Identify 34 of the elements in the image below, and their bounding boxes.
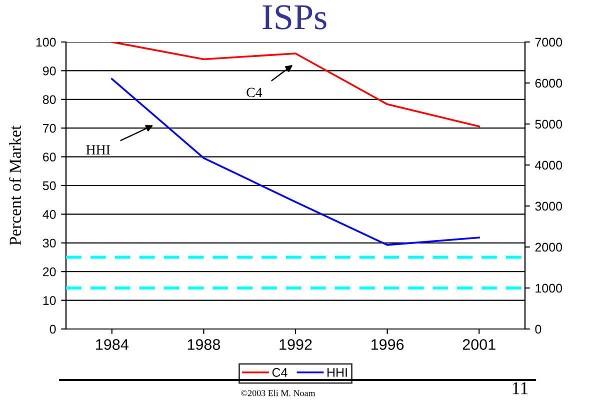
y-tick-label: 50 xyxy=(42,181,56,190)
y2-tick-label: 1000 xyxy=(536,284,562,293)
x-tick-label: 1996 xyxy=(371,339,404,350)
y-tick-label: 80 xyxy=(42,95,56,104)
x-tick-label: 1992 xyxy=(280,339,312,350)
annotation: C4 xyxy=(246,88,262,98)
y2-tick-label: 5000 xyxy=(535,120,562,129)
y-tick-label: 60 xyxy=(43,152,56,162)
y-tick-label: 90 xyxy=(42,66,56,76)
x-tick-label: 1984 xyxy=(96,339,128,350)
y2-tick-label: 2000 xyxy=(535,242,562,252)
text: ©2003 Eli M. Noam xyxy=(241,390,316,396)
y-tick-label: 0 xyxy=(50,324,56,334)
y-tick-label: 20 xyxy=(43,267,56,276)
annotation: HHI xyxy=(86,145,110,154)
y-tick-label: 30 xyxy=(42,238,56,248)
y2-tick-label: 0 xyxy=(535,324,542,334)
y2-tick-label: 4000 xyxy=(535,160,562,170)
legend-label: C4 xyxy=(272,368,288,377)
y2-tick-label: 3000 xyxy=(535,202,562,211)
x-tick-label: 1988 xyxy=(188,339,220,350)
y2-tick-label: 6000 xyxy=(535,78,562,88)
line-series xyxy=(110,42,480,128)
y-tick-label: 70 xyxy=(43,124,56,133)
chart-title: ISPs xyxy=(262,5,326,30)
text: 11 xyxy=(512,382,528,394)
line-series xyxy=(110,78,480,246)
y-tick-label: 10 xyxy=(43,296,56,305)
y-tick-label: 40 xyxy=(42,210,56,219)
x-tick-label: 2001 xyxy=(462,339,496,350)
y2-tick-label: 7000 xyxy=(535,38,562,47)
legend-label: HHI xyxy=(328,368,347,377)
y-axis-title: Percent of Market xyxy=(9,125,21,246)
y-tick-label: 100 xyxy=(36,38,56,47)
